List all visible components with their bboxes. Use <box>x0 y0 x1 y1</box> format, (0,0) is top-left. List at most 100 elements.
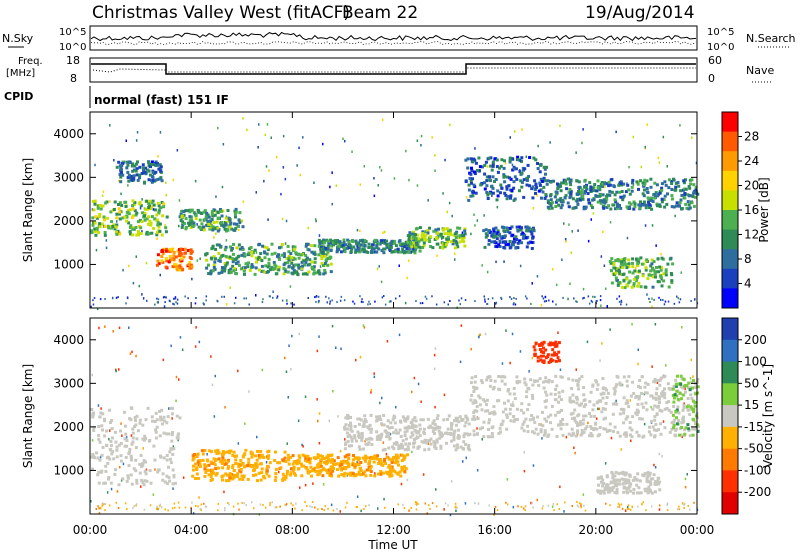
heatmap-cell <box>104 509 106 512</box>
heatmap-cell <box>381 396 383 400</box>
heatmap-cell <box>484 235 488 239</box>
heatmap-cell <box>113 200 117 204</box>
heatmap-cell <box>356 463 359 467</box>
heatmap-cell <box>140 172 144 175</box>
heatmap-cell <box>402 503 404 506</box>
heatmap-cell <box>528 370 530 373</box>
heatmap-cell <box>536 498 538 502</box>
heatmap-cell <box>675 408 679 412</box>
heatmap-cell <box>315 300 317 303</box>
heatmap-cell <box>526 297 528 300</box>
heatmap-cell <box>694 188 698 192</box>
heatmap-cell <box>356 495 359 498</box>
heatmap-cell <box>270 266 274 270</box>
heatmap-cell <box>313 257 317 261</box>
heatmap-cell <box>682 181 686 185</box>
heatmap-cell <box>684 485 687 489</box>
heatmap-cell <box>92 426 96 429</box>
heatmap-cell <box>257 255 261 259</box>
heatmap-cell <box>680 397 683 401</box>
heatmap-cell <box>179 265 183 269</box>
heatmap-cell <box>141 211 145 215</box>
heatmap-cell <box>256 257 260 261</box>
heatmap-cell <box>150 180 154 184</box>
heatmap-cell <box>231 260 235 264</box>
heatmap-cell <box>469 381 473 385</box>
heatmap-cell <box>211 468 215 472</box>
heatmap-cell <box>630 439 632 442</box>
heatmap-cell <box>245 297 247 300</box>
heatmap-cell <box>542 165 546 169</box>
heatmap-cell <box>653 434 657 438</box>
heatmap-cell <box>419 418 423 422</box>
heatmap-cell <box>474 502 476 505</box>
heatmap-cell <box>520 180 524 184</box>
heatmap-cell <box>416 501 418 504</box>
heatmap-cell <box>284 503 286 506</box>
heatmap-cell <box>167 465 170 469</box>
heatmap-cell <box>373 474 377 478</box>
heatmap-cell <box>361 241 365 245</box>
heatmap-cell <box>602 204 606 208</box>
heatmap-cell <box>142 459 146 463</box>
heatmap-cell <box>415 239 419 243</box>
heatmap-cell <box>640 391 643 395</box>
heatmap-cell <box>584 509 587 512</box>
heatmap-cell <box>443 393 446 397</box>
heatmap-cell <box>637 505 639 508</box>
heatmap-cell <box>342 238 346 242</box>
heatmap-cell <box>198 459 202 463</box>
heatmap-cell <box>339 299 342 302</box>
heatmap-cell <box>130 406 134 410</box>
heatmap-cell <box>429 245 433 248</box>
heatmap-cell <box>289 285 292 288</box>
heatmap-cell <box>433 367 436 371</box>
heatmap-cell <box>265 467 269 471</box>
heatmap-cell <box>472 429 476 433</box>
heatmap-cell <box>339 466 343 470</box>
heatmap-cell <box>273 267 277 271</box>
heatmap-cell <box>490 168 494 172</box>
heatmap-cell <box>472 411 476 414</box>
heatmap-cell <box>309 505 311 508</box>
heatmap-cell <box>268 268 272 272</box>
heatmap-cell <box>189 251 193 255</box>
heatmap-cell <box>616 278 619 282</box>
heatmap-cell <box>653 270 657 274</box>
heatmap-cell <box>364 454 368 458</box>
heatmap-cell <box>141 198 143 201</box>
heatmap-cell <box>601 396 605 400</box>
heatmap-cell <box>308 460 312 464</box>
heatmap-cell <box>319 458 323 462</box>
heatmap-cell <box>449 232 453 236</box>
heatmap-cell <box>659 276 663 280</box>
heatmap-cell <box>649 199 653 202</box>
heatmap-cell <box>584 427 587 431</box>
heatmap-cell <box>488 191 492 195</box>
heatmap-cell <box>156 470 160 474</box>
heatmap-cell <box>486 303 489 305</box>
heatmap-cell <box>674 214 676 218</box>
heatmap-cell <box>149 481 153 485</box>
heatmap-cell <box>286 469 289 473</box>
heatmap-cell <box>580 188 584 192</box>
heatmap-cell <box>213 227 217 231</box>
heatmap-cell <box>492 235 496 239</box>
heatmap-cell <box>466 418 470 422</box>
heatmap-cell <box>177 438 179 442</box>
heatmap-cell <box>222 266 226 270</box>
heatmap-cell <box>110 419 114 422</box>
power-heatmap <box>90 117 700 311</box>
heatmap-cell <box>135 139 138 142</box>
heatmap-cell <box>582 287 585 291</box>
heatmap-cell <box>500 296 502 299</box>
heatmap-cell <box>274 272 278 276</box>
heatmap-cell <box>571 431 575 435</box>
heatmap-cell <box>195 505 197 507</box>
heatmap-cell <box>654 191 658 195</box>
heatmap-cell <box>238 247 242 251</box>
heatmap-cell <box>164 224 166 227</box>
heatmap-cell <box>209 475 213 478</box>
heatmap-cell <box>599 299 602 302</box>
heatmap-cell <box>120 168 123 172</box>
